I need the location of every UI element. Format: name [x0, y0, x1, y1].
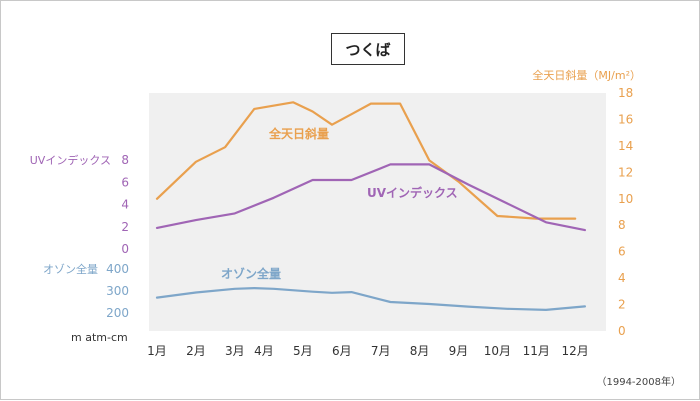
ozone-unit-label: m atm-cm: [71, 331, 128, 344]
uv-axis-tick-label: 4: [121, 198, 129, 212]
ozone-axis-tick-label: 200: [106, 306, 129, 320]
plot-area: [149, 93, 606, 331]
uv-axis-tick-label: 2: [121, 220, 129, 234]
x-axis-tick-label: 7月: [371, 344, 391, 358]
period-note: （1994-2008年）: [596, 377, 681, 388]
right-axis-tick-label: 16: [618, 112, 633, 126]
x-axis-tick-label: 4月: [254, 344, 274, 358]
ozone-axis-title: オゾン全量: [43, 262, 98, 276]
right-axis-tick-label: 8: [618, 218, 626, 232]
right-axis-tick-label: 10: [618, 192, 633, 206]
right-axis-tick-label: 14: [618, 139, 633, 153]
x-axis-tick-label: 1月: [147, 344, 167, 358]
ozone-axis-tick-label: 300: [106, 284, 129, 298]
x-axis-tick-label: 9月: [449, 344, 469, 358]
right-axis-tick-label: 0: [618, 324, 626, 338]
x-axis-tick-label: 2月: [186, 344, 206, 358]
chart-title: つくば: [331, 33, 405, 65]
series-label-ozone: オゾン全量: [221, 266, 281, 281]
right-axis-title: 全天日斜量（MJ/m²）: [532, 68, 641, 82]
uv-axis-title: UVインデックス: [30, 153, 111, 167]
uv-axis-tick-label: 0: [121, 242, 129, 256]
right-axis-tick-label: 18: [618, 86, 633, 100]
uv-axis-tick-label: 8: [121, 153, 129, 167]
x-axis-tick-label: 6月: [332, 344, 352, 358]
ozone-axis-tick-label: 400: [106, 262, 129, 276]
x-axis-tick-label: 11月: [523, 344, 550, 358]
series-label-right: 全天日斜量: [268, 126, 329, 141]
series-label-uv: UVインデックス: [367, 185, 458, 200]
x-axis-tick-label: 3月: [225, 344, 245, 358]
right-axis-tick-label: 2: [618, 298, 626, 312]
right-axis-tick-label: 4: [618, 271, 626, 285]
x-axis-tick-label: 8月: [410, 344, 430, 358]
x-axis-tick-label: 10月: [484, 344, 511, 358]
x-axis-tick-label: 12月: [562, 344, 589, 358]
right-axis-tick-label: 6: [618, 245, 626, 259]
uv-axis-tick-label: 6: [121, 175, 129, 189]
right-axis-tick-label: 12: [618, 165, 633, 179]
series-line-uv: [155, 163, 587, 232]
series-line-ozone: [155, 287, 587, 311]
x-axis-tick-label: 5月: [293, 344, 313, 358]
series-line-right: [155, 101, 577, 220]
